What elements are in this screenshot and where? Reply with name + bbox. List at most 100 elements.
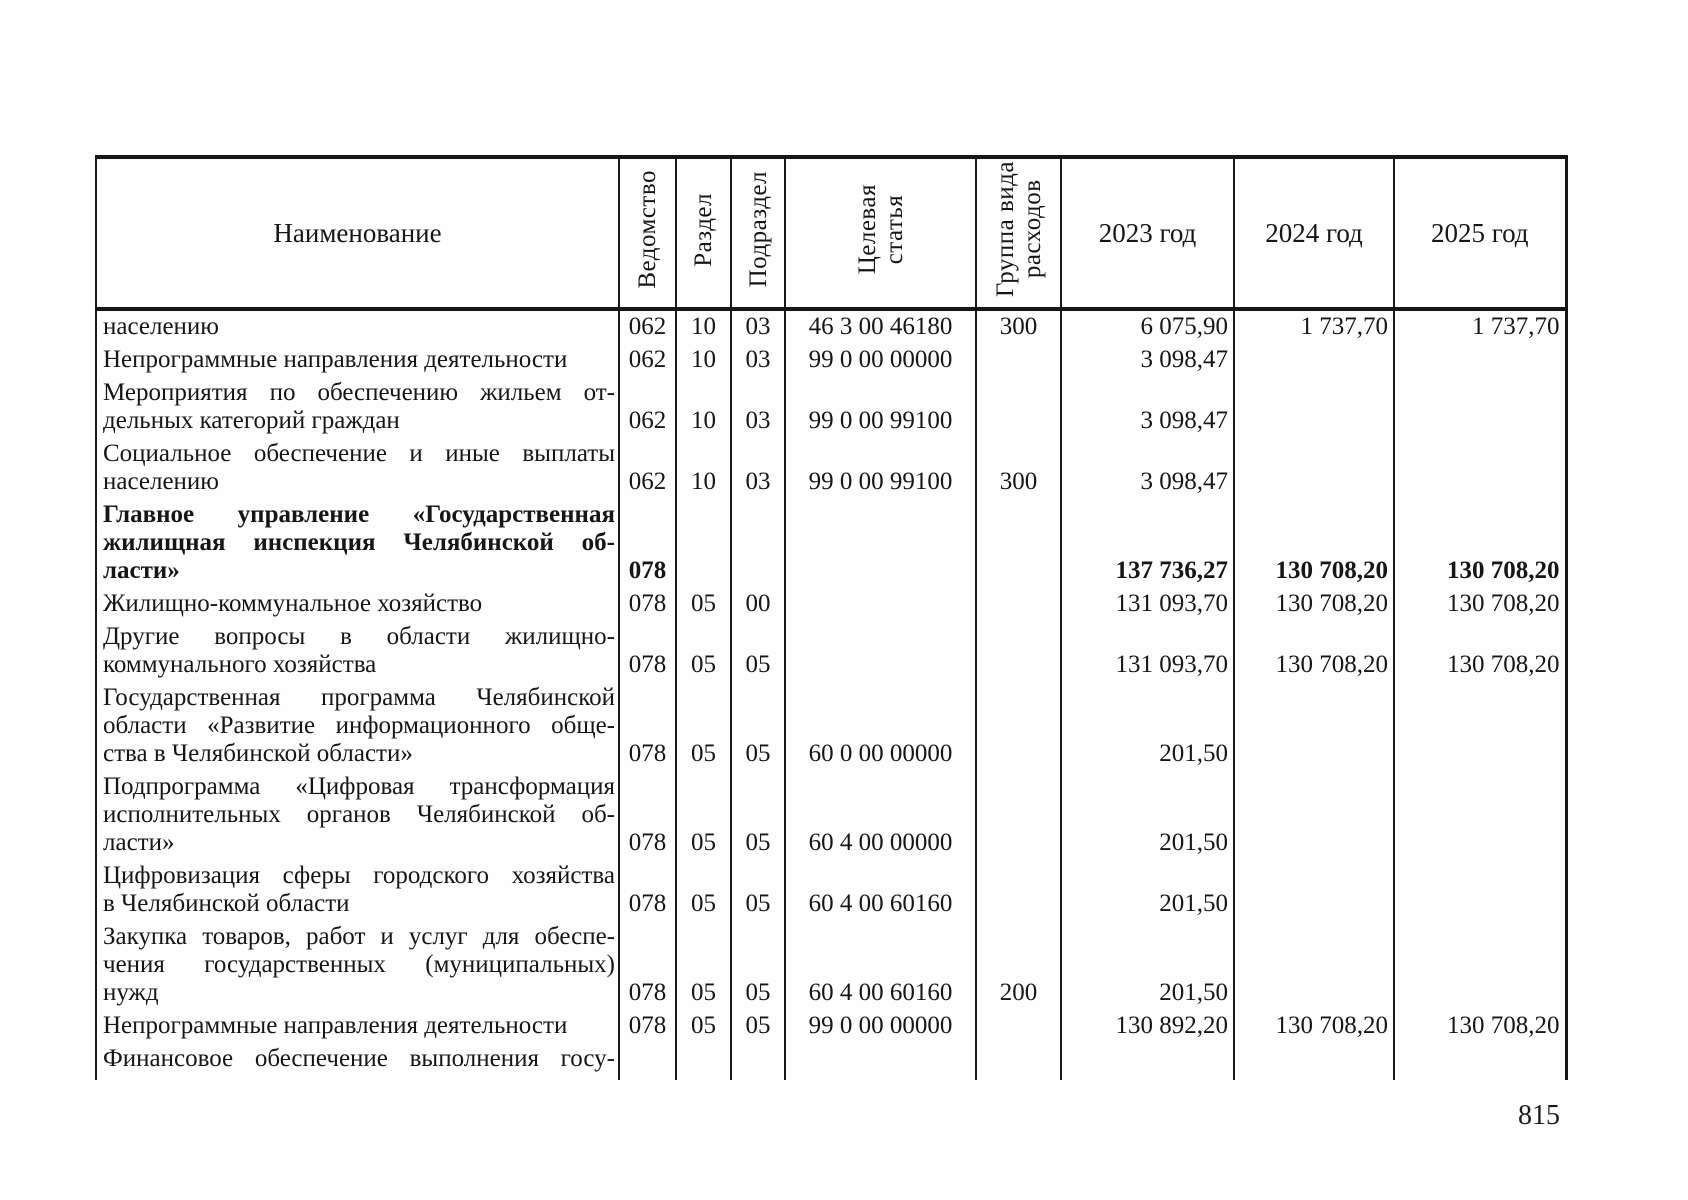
expense-group-cell — [975, 588, 1062, 621]
row-name-line: Другие вопросы в области жилищно- — [103, 623, 615, 650]
podrazdel-cell: 05 — [730, 771, 786, 860]
row-name-line: ласти» — [103, 557, 180, 584]
table-row: Главное управление «Государственная жилищ… — [95, 499, 1567, 588]
razdel-cell: 05 — [675, 771, 732, 860]
header-expense-group: Группа вида расходов — [975, 157, 1062, 311]
header-vedomstvo-label: Ведомство — [634, 170, 661, 289]
target-article-cell: 60 0 00 00000 — [784, 682, 977, 771]
podrazdel-cell: 03 — [730, 309, 786, 344]
expense-group-cell — [975, 499, 1062, 588]
podrazdel-cell: 03 — [730, 344, 786, 377]
page-number: 815 — [1518, 1100, 1560, 1131]
amount-2023-cell: 137 736,27 — [1060, 499, 1235, 588]
header-name: Наименование — [95, 157, 620, 311]
vedomstvo-cell: 062 — [618, 309, 677, 344]
podrazdel-cell: 00 — [730, 588, 786, 621]
row-name-cell: Подпрограмма «Цифровая трансформация испо… — [95, 771, 620, 860]
amount-2025-cell — [1393, 377, 1567, 438]
amount-2024-cell — [1233, 1043, 1395, 1080]
amount-2024-cell — [1233, 344, 1395, 377]
header-year-2024-label: 2024 год — [1265, 217, 1363, 248]
table-row: Непрограммные направления деятельности 07… — [95, 1010, 1567, 1043]
amount-2025-cell — [1393, 438, 1567, 499]
razdel-cell: 10 — [675, 309, 732, 344]
row-name-cell: Социальное обеспечение и иные выплаты нас… — [95, 438, 620, 499]
razdel-cell: 10 — [675, 377, 732, 438]
expense-group-cell: 200 — [975, 921, 1062, 1010]
target-article-cell: 60 4 00 60160 — [784, 860, 977, 921]
table-row: Жилищно-коммунальное хозяйство 078 05 00 131… — [95, 588, 1567, 621]
amount-2023-cell: 131 093,70 — [1060, 588, 1235, 621]
row-name-line: ласти» — [103, 829, 175, 856]
amount-2025-cell — [1393, 921, 1567, 1010]
row-name-cell: Мероприятия по обеспечению жильем от-дел… — [95, 377, 620, 438]
table-row: Непрограммные направления деятельности 06… — [95, 344, 1567, 377]
row-name-line: Социальное обеспечение и иные выплаты — [103, 440, 615, 467]
vedomstvo-cell: 078 — [618, 682, 677, 771]
amount-2025-cell — [1393, 1043, 1567, 1080]
amount-2023-cell: 6 075,90 — [1060, 309, 1235, 344]
podrazdel-cell: 05 — [730, 1010, 786, 1043]
header-podrazdel: Подраздел — [730, 157, 786, 311]
podrazdel-cell: 03 — [730, 377, 786, 438]
amount-2025-cell: 1 737,70 — [1393, 309, 1567, 344]
row-name-cell: Финансовое обеспечение выполнения госу- — [95, 1043, 620, 1080]
row-name-line: ства в Челябинской области» — [103, 740, 413, 767]
row-name-line: в Челябинской области — [103, 890, 350, 917]
table-row: Цифровизация сферы городского хозяйства в… — [95, 860, 1567, 921]
row-name-cell: Цифровизация сферы городского хозяйства в… — [95, 860, 620, 921]
expense-group-cell — [975, 860, 1062, 921]
header-year-2023-label: 2023 год — [1098, 217, 1197, 248]
table-row: Закупка товаров, работ и услуг для обесп… — [95, 921, 1567, 1010]
razdel-cell: 05 — [675, 682, 732, 771]
amount-2025-cell — [1393, 771, 1567, 860]
vedomstvo-cell: 078 — [618, 621, 677, 682]
header-name-label: Наименование — [273, 217, 442, 248]
amount-2025-cell: 130 708,20 — [1393, 499, 1567, 588]
row-name-line: населению — [103, 313, 219, 340]
expense-group-cell — [975, 344, 1062, 377]
expense-group-cell — [975, 621, 1062, 682]
row-name-cell: Государственная программа Челябинской обл… — [95, 682, 620, 771]
vedomstvo-cell: 078 — [618, 771, 677, 860]
amount-2025-cell — [1393, 344, 1567, 377]
row-name-line: Главное управление «Государственная — [103, 501, 615, 528]
header-expense-group-label: Группа вида расходов — [991, 161, 1046, 298]
amount-2024-cell: 130 708,20 — [1233, 499, 1395, 588]
vedomstvo-cell: 078 — [618, 860, 677, 921]
razdel-cell: 10 — [675, 438, 732, 499]
amount-2024-cell — [1233, 438, 1395, 499]
header-razdel-label: Раздел — [690, 192, 717, 267]
table-row: населению 062 10 03 46 3 00 46180 300 6 075,90… — [95, 309, 1567, 344]
vedomstvo-cell: 062 — [618, 377, 677, 438]
row-name-line: Мероприятия по обеспечению жильем от- — [103, 379, 615, 406]
vedomstvo-cell: 062 — [618, 438, 677, 499]
amount-2025-cell — [1393, 860, 1567, 921]
table-row: Подпрограмма «Цифровая трансформация испо… — [95, 771, 1567, 860]
row-name-line: Финансовое обеспечение выполнения госу- — [103, 1045, 615, 1072]
target-article-cell: 46 3 00 46180 — [784, 309, 977, 344]
podrazdel-cell — [730, 499, 786, 588]
expense-group-cell — [975, 377, 1062, 438]
razdel-cell: 10 — [675, 344, 732, 377]
row-name-line: населению — [103, 468, 219, 495]
amount-2024-cell — [1233, 860, 1395, 921]
razdel-cell: 05 — [675, 1010, 732, 1043]
vedomstvo-cell — [618, 1043, 677, 1080]
podrazdel-cell: 05 — [730, 921, 786, 1010]
razdel-cell — [675, 499, 732, 588]
target-article-cell: 99 0 00 99100 — [784, 377, 977, 438]
amount-2024-cell — [1233, 682, 1395, 771]
header-podrazdel-label: Подраздел — [744, 171, 772, 288]
target-article-cell: 60 4 00 60160 — [784, 921, 977, 1010]
target-article-cell: 99 0 00 00000 — [784, 344, 977, 377]
expense-group-cell — [975, 682, 1062, 771]
row-name-line: жилищная инспекция Челябинской об- — [103, 529, 615, 556]
row-name-line: дельных категорий граждан — [103, 407, 400, 434]
table-row: Финансовое обеспечение выполнения госу- — [95, 1043, 1567, 1080]
target-article-cell — [784, 621, 977, 682]
row-name-cell: Другие вопросы в области жилищно-коммуна… — [95, 621, 620, 682]
header-year-2025: 2025 год — [1393, 157, 1567, 311]
row-name-line: области «Развитие информационного обще- — [103, 712, 615, 739]
